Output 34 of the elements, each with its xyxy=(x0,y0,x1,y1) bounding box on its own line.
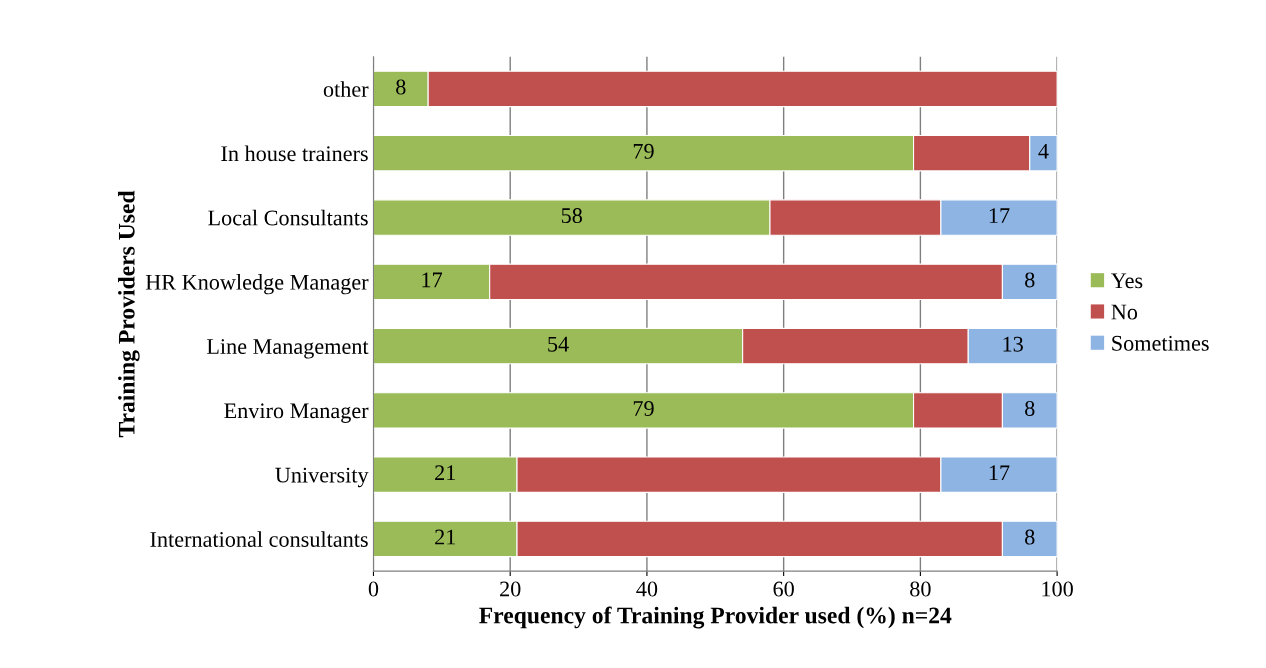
data-label: 17 xyxy=(989,208,1010,223)
data-label: 8 xyxy=(1025,400,1035,416)
legend-label: No xyxy=(1111,304,1138,320)
x-tick-label: 0 xyxy=(368,581,379,597)
data-label: 8 xyxy=(396,79,406,95)
data-label: 17 xyxy=(989,465,1010,481)
x-axis-title: Frequency of Training Provider used (%) n=24 xyxy=(479,606,952,629)
data-label: 79 xyxy=(633,401,654,416)
y-axis-title: Training Providers Used xyxy=(118,190,140,438)
data-label: 4 xyxy=(1038,143,1049,159)
x-tick-label: 80 xyxy=(910,581,931,597)
legend-label: Yes xyxy=(1111,273,1143,289)
y-tick-label: Local Consultants xyxy=(208,209,368,226)
data-label: 13 xyxy=(1003,336,1023,352)
y-tick-label: International consultants xyxy=(150,531,368,547)
x-tick-label: 40 xyxy=(636,581,658,597)
y-tick-label: HR Knowledge Manager xyxy=(145,274,369,295)
x-tick-label: 20 xyxy=(500,581,521,597)
data-label: 8 xyxy=(1025,272,1035,288)
y-tick-label: In house trainers xyxy=(221,145,368,162)
legend-label: Sometimes xyxy=(1112,335,1209,351)
data-label: 58 xyxy=(561,208,582,224)
y-tick-label: other xyxy=(323,81,369,97)
y-tick-label: Enviro Manager xyxy=(224,403,369,423)
data-label: 17 xyxy=(422,272,443,288)
data-label: 21 xyxy=(435,465,456,481)
x-tick-label: 100 xyxy=(1042,581,1073,597)
data-label: 54 xyxy=(548,336,569,352)
data-label: 8 xyxy=(1025,529,1035,545)
data-label: 79 xyxy=(633,143,654,159)
x-tick-label: 60 xyxy=(773,581,794,597)
y-tick-label: University xyxy=(275,467,369,488)
data-label: 21 xyxy=(435,529,456,545)
y-tick-label: Line Management xyxy=(206,339,369,359)
